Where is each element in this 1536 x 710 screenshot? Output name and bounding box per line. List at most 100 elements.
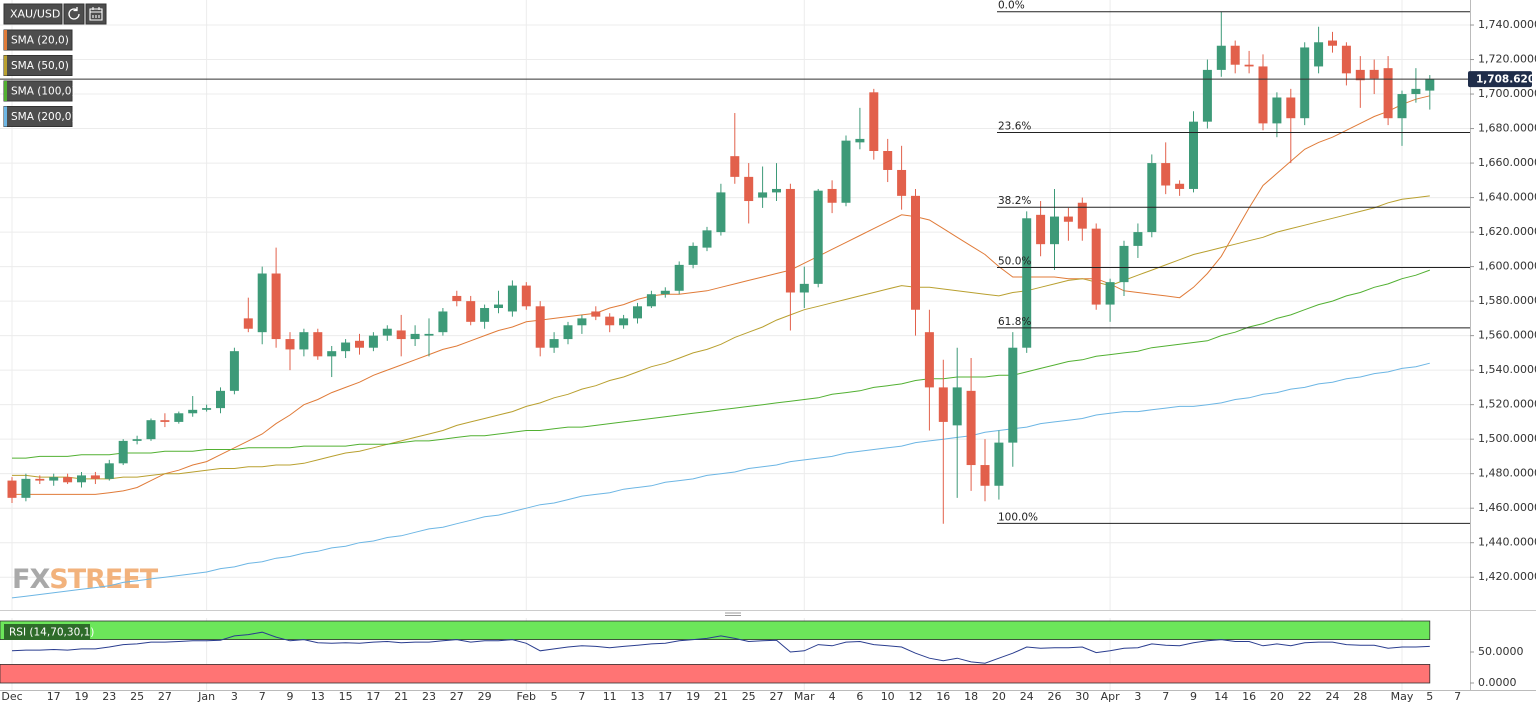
candle-body xyxy=(660,290,670,295)
candle-body xyxy=(980,465,990,486)
candle-body xyxy=(7,480,17,498)
candle-body xyxy=(424,333,434,336)
candle-body xyxy=(952,387,962,426)
y-tick-label: 1,580.0000 xyxy=(1478,294,1536,307)
symbol-label: XAU/USD xyxy=(10,8,60,21)
y-tick-label: 1,440.0000 xyxy=(1478,536,1536,549)
candle-body xyxy=(507,285,517,312)
x-tick-label: 14 xyxy=(1214,690,1228,703)
x-tick-label: 17 xyxy=(366,690,380,703)
candle-body xyxy=(813,190,823,284)
candle-body xyxy=(49,477,59,481)
candle-body xyxy=(494,304,503,309)
x-tick-label: Feb xyxy=(517,690,536,703)
y-tick-label: 1,720.0000 xyxy=(1478,53,1536,66)
x-tick-label: 24 xyxy=(1020,690,1034,703)
candle-body xyxy=(1105,282,1115,305)
x-tick-label: 21 xyxy=(394,690,408,703)
candle-body xyxy=(1272,97,1282,124)
x-tick-label: 9 xyxy=(287,690,294,703)
candle-body xyxy=(911,195,920,310)
candle-body xyxy=(1355,69,1365,81)
candle-body xyxy=(1008,347,1018,443)
candle-body xyxy=(716,192,726,233)
candle-body xyxy=(1091,228,1101,305)
candle-body xyxy=(202,408,212,410)
candle-body xyxy=(63,477,73,483)
legend-label: SMA (20,0) xyxy=(11,35,69,47)
calendar-button[interactable] xyxy=(85,3,107,25)
candle-body xyxy=(619,318,629,326)
candle-body xyxy=(674,264,684,291)
candle-body xyxy=(1230,45,1240,65)
candle-body xyxy=(744,176,754,202)
x-tick-label: Mar xyxy=(794,690,815,703)
candle-body xyxy=(924,332,934,388)
sma-line xyxy=(12,195,1430,480)
rsi-label-box xyxy=(4,624,90,640)
candle-body xyxy=(883,150,893,170)
candle-body xyxy=(1022,218,1032,348)
x-tick-label: 16 xyxy=(1242,690,1256,703)
x-tick-label: 27 xyxy=(450,690,464,703)
candle-body xyxy=(1341,45,1351,74)
y-tick-label: 1,600.0000 xyxy=(1478,260,1536,273)
candle-body xyxy=(174,413,184,422)
y-tick-label: 1,680.0000 xyxy=(1478,122,1536,135)
refresh-button[interactable] xyxy=(63,3,85,25)
x-tick-label: Apr xyxy=(1101,690,1121,703)
candle-body xyxy=(216,390,225,409)
x-tick-label: 3 xyxy=(1134,690,1141,703)
fib-label: 100.0% xyxy=(998,511,1038,523)
candle-body xyxy=(480,308,490,322)
x-tick-label: 24 xyxy=(1326,690,1340,703)
candle-body xyxy=(1286,97,1296,119)
candle-body xyxy=(327,351,337,357)
rsi-y-tick-label: 50.0000 xyxy=(1478,645,1524,658)
x-tick-label: 7 xyxy=(1454,690,1461,703)
candle-body xyxy=(1314,42,1324,67)
x-tick-label: 23 xyxy=(422,690,436,703)
candle-body xyxy=(1397,94,1407,119)
candle-body xyxy=(799,283,809,293)
candle-body xyxy=(605,316,615,326)
candle-body xyxy=(1063,216,1073,222)
candle-body xyxy=(633,306,642,319)
divider-handle[interactable] xyxy=(725,612,741,616)
candle-body xyxy=(299,332,309,350)
y-tick-label: 1,520.0000 xyxy=(1478,398,1536,411)
candle-body xyxy=(452,295,462,302)
x-tick-label: 11 xyxy=(603,690,617,703)
last-price-box xyxy=(1468,71,1532,88)
candle-body xyxy=(257,273,267,333)
x-tick-label: 3 xyxy=(231,690,238,703)
candle-body xyxy=(1411,88,1421,95)
candles xyxy=(7,11,1435,524)
candle-body xyxy=(869,92,879,151)
y-tick-label: 1,420.0000 xyxy=(1478,570,1536,583)
candle-body xyxy=(396,330,406,340)
candle-body xyxy=(1216,45,1226,70)
overlay: 0.0% 23.6% 38.2% 50.0% 61.8% 100.0% xyxy=(0,0,1470,524)
x-tick-label: 16 xyxy=(936,690,950,703)
x-tick-label: 26 xyxy=(1048,690,1062,703)
candle-body xyxy=(21,478,31,498)
x-tick-label: 27 xyxy=(770,690,784,703)
legend-label: SMA (100,0) xyxy=(11,86,76,98)
x-tick-label: 19 xyxy=(686,690,700,703)
x-tick-label: 5 xyxy=(1426,690,1433,703)
sma-line xyxy=(12,269,1430,459)
candle-body xyxy=(104,463,114,479)
axes: 1,420.0000 1,440.0000 1,460.0000 1,480.0000… xyxy=(1,18,1536,703)
x-tick-label: 25 xyxy=(130,690,144,703)
fib-label: 0.0% xyxy=(998,0,1025,12)
candle-body xyxy=(132,439,142,441)
y-tick-label: 1,640.0000 xyxy=(1478,191,1536,204)
x-tick-label: 6 xyxy=(856,690,863,703)
x-tick-label: 13 xyxy=(631,690,645,703)
symbol-box[interactable] xyxy=(3,3,63,25)
y-tick-label: 1,560.0000 xyxy=(1478,329,1536,342)
candle-body xyxy=(35,478,45,481)
candle-body xyxy=(313,332,323,357)
